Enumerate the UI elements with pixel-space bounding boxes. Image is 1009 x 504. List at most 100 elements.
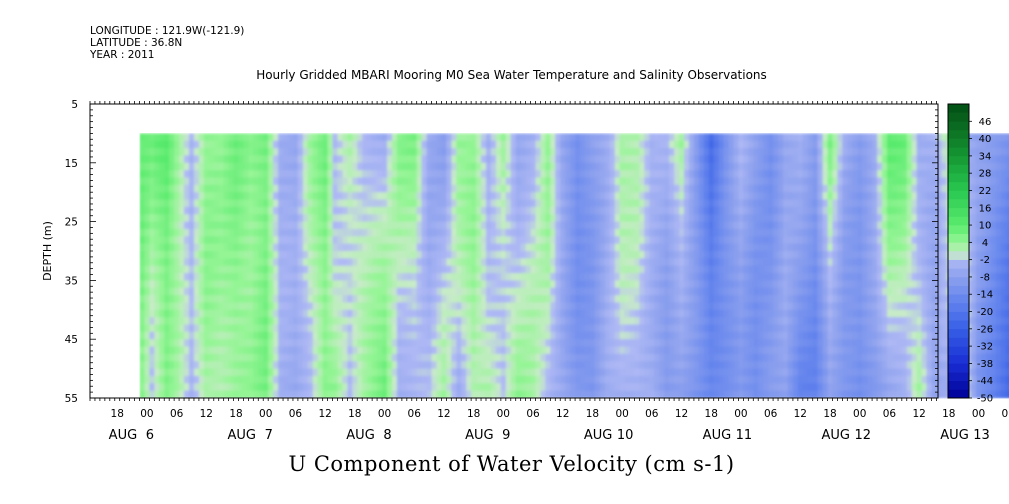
heatmap-cell: [674, 280, 680, 289]
heatmap-cell: [387, 361, 393, 369]
heatmap-cell: [684, 192, 690, 200]
heatmap-cell: [253, 273, 259, 281]
heatmap-cell: [802, 390, 809, 399]
heatmap-cell: [292, 258, 299, 267]
heatmap-cell: [679, 302, 685, 311]
heatmap-cell: [783, 206, 789, 215]
heatmap-cell: [461, 228, 467, 237]
heatmap-cell: [372, 353, 378, 362]
heatmap-cell: [258, 339, 264, 347]
heatmap-cell: [743, 133, 749, 142]
heatmap-cell: [253, 280, 259, 289]
heatmap-cell: [758, 361, 764, 369]
heatmap-cell: [144, 170, 150, 178]
heatmap-cell: [441, 302, 447, 311]
heatmap-cell: [332, 221, 338, 230]
heatmap-cell: [283, 309, 289, 318]
heatmap-cell: [822, 221, 828, 230]
heatmap-cell: [738, 206, 744, 215]
heatmap-cell: [238, 309, 244, 318]
heatmap-cell: [748, 302, 754, 311]
heatmap-cell: [347, 339, 353, 347]
heatmap-cell: [273, 199, 279, 208]
heatmap-cell: [614, 236, 621, 245]
heatmap-cell: [698, 302, 705, 311]
heatmap-cell: [486, 273, 492, 281]
heatmap-cell: [213, 258, 220, 267]
heatmap-cell: [451, 170, 457, 178]
heatmap-cell: [802, 295, 809, 303]
heatmap-cell: [540, 368, 546, 377]
heatmap-cell: [594, 390, 601, 399]
heatmap-cell: [174, 184, 180, 193]
heatmap-cell: [471, 273, 477, 281]
heatmap-cell: [728, 177, 734, 186]
heatmap-cell: [198, 228, 205, 237]
heatmap-cell: [421, 206, 427, 215]
heatmap-cell: [441, 383, 447, 392]
heatmap-cell: [411, 258, 418, 267]
heatmap-cell: [783, 361, 789, 369]
heatmap-cell: [441, 192, 447, 200]
heatmap-cell: [639, 383, 645, 392]
heatmap-cell: [728, 184, 734, 193]
heatmap-cell: [654, 243, 660, 252]
heatmap-cell: [797, 273, 804, 281]
heatmap-cell: [332, 295, 338, 303]
heatmap-cell: [362, 170, 368, 178]
heatmap-cell: [273, 192, 279, 200]
heatmap-cell: [436, 339, 442, 347]
heatmap-cell: [169, 184, 175, 193]
heatmap-cell: [580, 140, 586, 149]
heatmap-cell: [297, 170, 304, 178]
heatmap-cell: [456, 368, 462, 377]
heatmap-cell: [327, 206, 333, 215]
heatmap-cell: [807, 383, 814, 392]
heatmap-cell: [406, 353, 413, 362]
heatmap-cell: [520, 383, 526, 392]
heatmap-cell: [674, 162, 680, 171]
heatmap-cell: [495, 162, 502, 171]
heatmap-cell: [792, 383, 799, 392]
heatmap-cell: [486, 331, 492, 340]
heatmap-cell: [243, 214, 249, 222]
heatmap-cell: [382, 155, 388, 164]
heatmap-cell: [664, 251, 670, 259]
heatmap-cell: [490, 221, 497, 230]
heatmap-cell: [228, 148, 234, 156]
heatmap-cell: [198, 258, 205, 267]
heatmap-cell: [396, 273, 403, 281]
heatmap-cell: [768, 236, 774, 245]
heatmap-cell: [367, 361, 373, 369]
heatmap-cell: [367, 133, 373, 142]
heatmap-cell: [718, 170, 724, 178]
heatmap-cell: [614, 280, 621, 289]
heatmap-cell: [609, 280, 616, 289]
heatmap-cell: [149, 353, 155, 362]
heatmap-cell: [362, 353, 368, 362]
heatmap-cell: [822, 280, 828, 289]
heatmap-cell: [639, 228, 645, 237]
heatmap-cell: [817, 184, 823, 193]
heatmap-cell: [179, 287, 185, 296]
heatmap-cell: [347, 302, 353, 311]
heatmap-cell: [426, 346, 432, 355]
heatmap-cell: [456, 243, 462, 252]
heatmap-cell: [401, 302, 408, 311]
heatmap-cell: [802, 133, 809, 142]
heatmap-cell: [283, 192, 289, 200]
heatmap-cell: [263, 251, 269, 259]
heatmap-cell: [377, 324, 383, 333]
heatmap-cell: [441, 265, 447, 274]
heatmap-cell: [515, 375, 522, 384]
heatmap-cell: [218, 251, 225, 259]
heatmap-cell: [297, 140, 304, 149]
heatmap-cell: [748, 353, 754, 362]
heatmap-cell: [456, 295, 462, 303]
heatmap-cell: [189, 170, 195, 178]
heatmap-cell: [802, 236, 809, 245]
heatmap-cell: [228, 140, 234, 149]
heatmap-cell: [728, 324, 734, 333]
heatmap-cell: [213, 353, 220, 362]
heatmap-cell: [451, 361, 457, 369]
